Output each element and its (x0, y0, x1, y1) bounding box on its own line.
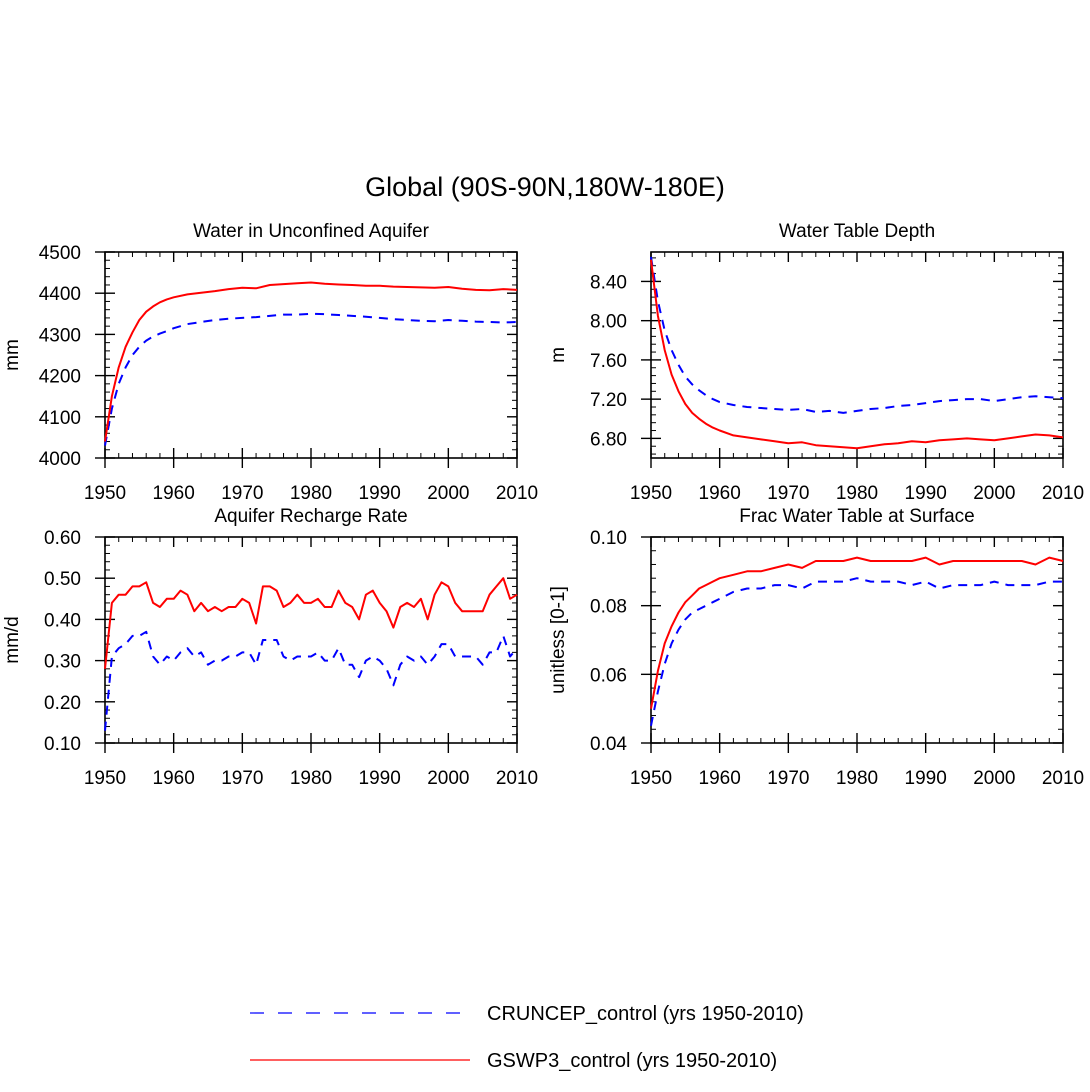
x-tick-label: 1950 (630, 483, 672, 504)
figure-title: Global (90S-90N,180W-180E) (365, 172, 725, 202)
legend-label-cruncep: CRUNCEP_control (yrs 1950-2010) (487, 1003, 804, 1025)
plot-frame (104, 536, 518, 744)
x-tick-label: 1980 (290, 768, 332, 789)
x-tick-label: 1990 (359, 483, 401, 504)
series-line-gswp3 (650, 259, 1064, 450)
plot-frame (650, 536, 1064, 744)
y-tick-label: 7.20 (590, 390, 627, 411)
y-axis-label: unitless [0-1] (548, 586, 569, 694)
x-tick-label: 2010 (496, 768, 538, 789)
y-tick-label: 4100 (39, 408, 81, 429)
y-axis-label: mm/d (2, 616, 23, 664)
y-tick-label: 0.20 (44, 693, 81, 714)
x-tick-label: 1960 (699, 768, 741, 789)
x-tick-label: 1960 (153, 768, 195, 789)
x-tick-label: 1990 (905, 768, 947, 789)
x-tick-label: 2010 (1042, 768, 1084, 789)
x-tick-label: 1970 (221, 483, 263, 504)
panel-title: Aquifer Recharge Rate (214, 506, 407, 527)
y-axis-label: m (548, 347, 569, 363)
x-tick-label: 2000 (427, 483, 469, 504)
x-tick-label: 2000 (427, 768, 469, 789)
panel-2: Water Table Depth m 1950 1960 1970 1980 1990 20… (548, 221, 1084, 504)
y-tick-label: 0.40 (44, 610, 81, 631)
panel-title: Water Table Depth (779, 221, 935, 242)
x-tick-label: 1980 (290, 483, 332, 504)
x-tick-label: 2000 (973, 483, 1015, 504)
y-tick-label: 0.10 (590, 528, 627, 549)
y-tick-label: 6.80 (590, 429, 627, 450)
panel-1: Water in Unconfined Aquifer mm 1950 1960 197… (2, 221, 538, 504)
x-tick-label: 1990 (359, 768, 401, 789)
x-tick-label: 1970 (767, 483, 809, 504)
x-tick-label: 1970 (767, 768, 809, 789)
x-tick-label: 1950 (84, 768, 126, 789)
y-tick-label: 4200 (39, 367, 81, 388)
x-tick-label: 1950 (84, 483, 126, 504)
series-line-cruncep (650, 256, 1064, 414)
series-line-cruncep (104, 630, 518, 731)
y-tick-label: 0.04 (590, 734, 627, 755)
y-tick-label: 0.30 (44, 652, 81, 673)
series-line-gswp3 (650, 556, 1064, 709)
y-tick-label: 0.06 (590, 665, 627, 686)
panel-3: Aquifer Recharge Rate mm/d 1950 1960 1970 198… (2, 506, 538, 789)
y-tick-label: 4000 (39, 449, 81, 470)
x-tick-label: 1980 (836, 483, 878, 504)
x-tick-label: 2010 (496, 483, 538, 504)
y-tick-label: 8.00 (590, 312, 627, 333)
y-axis-label: mm (2, 339, 23, 371)
y-tick-label: 4500 (39, 243, 81, 264)
y-tick-label: 0.50 (44, 569, 81, 590)
y-tick-label: 4300 (39, 325, 81, 346)
x-tick-label: 2010 (1042, 483, 1084, 504)
legend: CRUNCEP_control (yrs 1950-2010) GSWP3_co… (250, 1003, 804, 1072)
panel-title: Frac Water Table at Surface (739, 506, 975, 527)
x-tick-label: 1970 (221, 768, 263, 789)
y-tick-label: 0.10 (44, 734, 81, 755)
panel-title: Water in Unconfined Aquifer (193, 221, 430, 242)
y-tick-label: 7.60 (590, 351, 627, 372)
x-tick-label: 1960 (153, 483, 195, 504)
x-tick-label: 1990 (905, 483, 947, 504)
y-tick-label: 0.08 (590, 597, 627, 618)
x-tick-label: 1950 (630, 768, 672, 789)
series-line-gswp3 (104, 281, 518, 442)
panel-4: Frac Water Table at Surface unitless [0-1… (548, 506, 1084, 789)
panels: Water in Unconfined Aquifer mm 1950 1960 197… (2, 221, 1084, 789)
series-line-cruncep (104, 312, 518, 446)
legend-label-gswp3: GSWP3_control (yrs 1950-2010) (487, 1050, 777, 1072)
x-tick-label: 2000 (973, 768, 1015, 789)
y-tick-label: 4400 (39, 284, 81, 305)
x-tick-label: 1980 (836, 768, 878, 789)
y-tick-label: 8.40 (590, 272, 627, 293)
y-tick-label: 0.60 (44, 528, 81, 549)
series-line-gswp3 (104, 577, 518, 669)
series-line-cruncep (650, 577, 1063, 726)
x-tick-label: 1960 (699, 483, 741, 504)
